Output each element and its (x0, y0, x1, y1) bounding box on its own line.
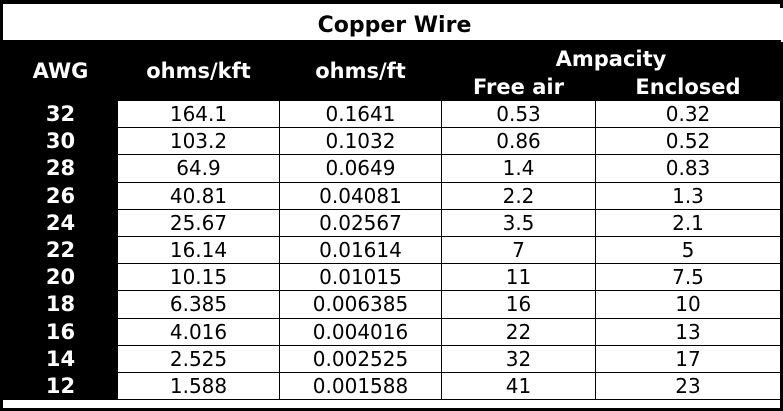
cell-ohms-kft: 10.15 (117, 263, 280, 292)
cell-ohms-ft: 0.1641 (279, 99, 442, 129)
cell-ohms-kft: 16.14 (117, 235, 280, 265)
cell-awg: 24 (3, 208, 118, 237)
cell-awg: 32 (3, 99, 118, 129)
cell-ohms-kft: 2.525 (117, 344, 280, 373)
cell-ohms-ft: 0.006385 (279, 290, 442, 319)
cell-awg: 16 (3, 317, 118, 346)
table-row: 24 25.67 0.02567 3.5 2.1 (3, 208, 781, 237)
cell-awg: 20 (3, 263, 118, 292)
header-ampacity: Ampacity (441, 40, 781, 74)
cell-awg: 22 (3, 235, 118, 265)
table-row: 32 164.1 0.1641 0.53 0.32 (3, 99, 781, 129)
cell-enclosed: 13 (595, 317, 781, 346)
table-row: 20 10.15 0.01015 11 7.5 (3, 263, 781, 292)
cell-ohms-ft: 0.02567 (279, 208, 442, 237)
cell-free-air: 1.4 (441, 154, 596, 183)
cell-ohms-ft: 0.001588 (279, 371, 442, 401)
cell-free-air: 2.2 (441, 181, 596, 210)
cell-ohms-kft: 64.9 (117, 154, 280, 183)
cell-enclosed: 1.3 (595, 181, 781, 210)
cell-enclosed: 10 (595, 290, 781, 319)
cell-free-air: 0.53 (441, 99, 596, 129)
cell-free-air: 11 (441, 263, 596, 292)
cell-enclosed: 2.1 (595, 208, 781, 237)
cell-free-air: 0.86 (441, 127, 596, 156)
cell-enclosed: 7.5 (595, 263, 781, 292)
header-awg: AWG (3, 40, 118, 101)
cell-ohms-kft: 1.588 (117, 371, 280, 401)
cell-ohms-ft: 0.0649 (279, 154, 442, 183)
cell-free-air: 41 (441, 371, 596, 401)
cell-awg: 28 (3, 154, 118, 183)
cell-ohms-kft: 25.67 (117, 208, 280, 237)
copper-wire-table: AWG ohms/kft ohms/ft Ampacity Free air E… (3, 40, 781, 401)
cell-awg: 12 (3, 371, 118, 401)
cell-enclosed: 0.52 (595, 127, 781, 156)
table-title: Copper Wire (6, 8, 783, 44)
cell-awg: 14 (3, 344, 118, 373)
cell-enclosed: 17 (595, 344, 781, 373)
cell-free-air: 3.5 (441, 208, 596, 237)
table-row: 26 40.81 0.04081 2.2 1.3 (3, 181, 781, 210)
cell-awg: 18 (3, 290, 118, 319)
header-ohms-kft: ohms/kft (117, 40, 280, 101)
table-row: 14 2.525 0.002525 32 17 (3, 344, 781, 373)
cell-ohms-kft: 6.385 (117, 290, 280, 319)
cell-ohms-ft: 0.1032 (279, 127, 442, 156)
cell-ohms-kft: 40.81 (117, 181, 280, 210)
cell-ohms-ft: 0.002525 (279, 344, 442, 373)
cell-free-air: 16 (441, 290, 596, 319)
cell-ohms-ft: 0.04081 (279, 181, 442, 210)
cell-ohms-ft: 0.01015 (279, 263, 442, 292)
cell-free-air: 7 (441, 235, 596, 265)
cell-ohms-kft: 164.1 (117, 99, 280, 129)
cell-awg: 30 (3, 127, 118, 156)
table-row: 22 16.14 0.01614 7 5 (3, 235, 781, 265)
cell-ohms-ft: 0.004016 (279, 317, 442, 346)
cell-free-air: 22 (441, 317, 596, 346)
cell-ohms-ft: 0.01614 (279, 235, 442, 265)
cell-awg: 26 (3, 181, 118, 210)
cell-enclosed: 23 (595, 371, 781, 401)
header-ohms-ft: ohms/ft (279, 40, 442, 101)
header-enclosed: Enclosed (595, 73, 781, 101)
cell-ohms-kft: 103.2 (117, 127, 280, 156)
cell-enclosed: 5 (595, 235, 781, 265)
table-row: 16 4.016 0.004016 22 13 (3, 317, 781, 346)
header-free-air: Free air (441, 73, 596, 101)
table-row: 28 64.9 0.0649 1.4 0.83 (3, 154, 781, 183)
table-row: 12 1.588 0.001588 41 23 (3, 371, 781, 401)
cell-enclosed: 0.32 (595, 99, 781, 129)
cell-free-air: 32 (441, 344, 596, 373)
table-row: 18 6.385 0.006385 16 10 (3, 290, 781, 319)
table-row: 30 103.2 0.1032 0.86 0.52 (3, 127, 781, 156)
cell-enclosed: 0.83 (595, 154, 781, 183)
cell-ohms-kft: 4.016 (117, 317, 280, 346)
